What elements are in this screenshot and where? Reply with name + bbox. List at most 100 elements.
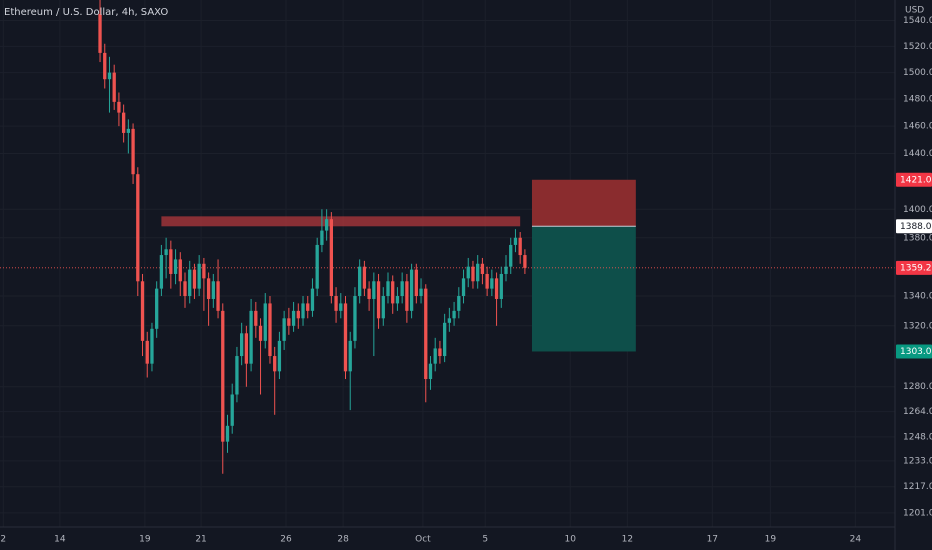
candle-body xyxy=(235,356,239,395)
candle-body xyxy=(206,278,211,299)
resistance-zone xyxy=(161,216,521,227)
price-tag-label: 1303.0 xyxy=(900,347,932,357)
x-tick-label: 26 xyxy=(280,535,292,545)
candle-body xyxy=(376,281,381,319)
x-tick-label: 28 xyxy=(337,535,349,545)
candle-body xyxy=(490,278,494,289)
price-tag-label: 1388.0 xyxy=(900,222,932,232)
x-tick-label: 5 xyxy=(482,535,488,545)
candle-body xyxy=(244,333,249,364)
candle-body xyxy=(499,273,503,299)
candle-body xyxy=(178,259,182,282)
candle-body xyxy=(136,174,140,282)
candle-body xyxy=(461,278,466,297)
y-tick-label: 1540.0 xyxy=(903,16,932,26)
y-tick-label: 1201.0 xyxy=(903,508,932,518)
price-tag-label: 1421.0 xyxy=(900,175,932,185)
x-tick-label: 12 xyxy=(622,535,633,545)
candle-body xyxy=(523,255,527,268)
candle-body xyxy=(471,266,475,282)
candle-body xyxy=(192,269,197,289)
candle-body xyxy=(466,266,470,279)
candle-body xyxy=(400,281,404,297)
candle-body xyxy=(263,303,267,341)
candle-body xyxy=(103,52,107,80)
y-tick-label: 1248.0 xyxy=(903,432,932,442)
candle-body xyxy=(334,296,338,311)
plot xyxy=(0,0,895,474)
candle-body xyxy=(438,348,442,357)
candle-body xyxy=(419,288,423,297)
candle-body xyxy=(202,263,206,279)
candle-body xyxy=(107,72,112,80)
candle-body xyxy=(348,340,352,372)
candle-body xyxy=(343,303,348,372)
x-tick-label: 17 xyxy=(707,535,718,545)
price-tag-label: 1359.2 xyxy=(900,263,932,273)
candle-body xyxy=(169,249,173,274)
candle-body xyxy=(230,394,234,426)
y-tick-label: 1440.0 xyxy=(903,149,932,159)
candle-body xyxy=(173,259,178,274)
candle-body xyxy=(457,296,461,311)
candle-body xyxy=(362,266,367,289)
target-zone xyxy=(531,226,636,352)
candle-body xyxy=(504,266,508,274)
currency: USD xyxy=(905,6,924,16)
candle-body xyxy=(211,281,215,299)
candle-body xyxy=(126,128,131,133)
candle-body xyxy=(329,219,333,297)
candle-body xyxy=(225,425,230,442)
x-tick-label: 10 xyxy=(564,535,576,545)
y-tick-label: 1520.0 xyxy=(903,42,932,52)
candle-body xyxy=(296,310,300,319)
candle-body xyxy=(216,281,220,311)
candle-body xyxy=(273,356,277,372)
axes: 1540.0 1520.0 1500.0 1480.0 1460.0 1440.0 1400… xyxy=(0,16,932,545)
candle-body xyxy=(291,310,296,326)
candle-body xyxy=(306,303,310,311)
stop-zone xyxy=(531,179,636,227)
candle-body xyxy=(433,348,437,364)
x-tick-label: 21 xyxy=(195,535,206,545)
candle-body xyxy=(258,325,263,341)
candle-body xyxy=(480,263,485,274)
candle-body xyxy=(221,310,225,442)
candle-body xyxy=(315,244,319,289)
candle-body xyxy=(381,296,385,319)
candle-body xyxy=(353,296,357,341)
candle-body xyxy=(386,281,390,297)
x-tick-label: 14 xyxy=(54,535,66,545)
y-tick-label: 1340.0 xyxy=(903,292,932,302)
candle-body xyxy=(372,281,376,299)
y-tick-label: 1320.0 xyxy=(903,321,932,331)
y-tick-label: 1217.0 xyxy=(903,482,932,492)
candle-body xyxy=(324,219,329,231)
candle-body xyxy=(518,237,522,256)
candle-body xyxy=(188,269,192,297)
candle-body xyxy=(428,363,433,380)
candle-body xyxy=(391,281,395,304)
candle-body xyxy=(405,281,409,311)
x-tick-label: 2 xyxy=(0,535,6,545)
candle-body xyxy=(131,128,135,175)
y-tick-label: 1460.0 xyxy=(903,122,932,132)
y-tick-label: 1233.0 xyxy=(903,456,932,466)
x-tick-label: 19 xyxy=(765,535,777,545)
y-tick-label: 1380.0 xyxy=(903,233,932,243)
candle-body xyxy=(140,281,145,341)
candle-body xyxy=(367,288,371,299)
candle-body xyxy=(268,303,272,357)
candle-body xyxy=(197,263,201,289)
y-tick-label: 1264.0 xyxy=(903,407,932,417)
candle-body xyxy=(476,263,480,282)
candle-body xyxy=(121,112,126,133)
candle-body xyxy=(320,230,324,245)
candle-body xyxy=(424,288,428,380)
y-tick-label: 1500.0 xyxy=(903,68,932,78)
candle-body xyxy=(287,318,291,326)
candle-body xyxy=(409,269,414,311)
candle-body xyxy=(112,72,116,102)
candle-body xyxy=(414,269,418,297)
